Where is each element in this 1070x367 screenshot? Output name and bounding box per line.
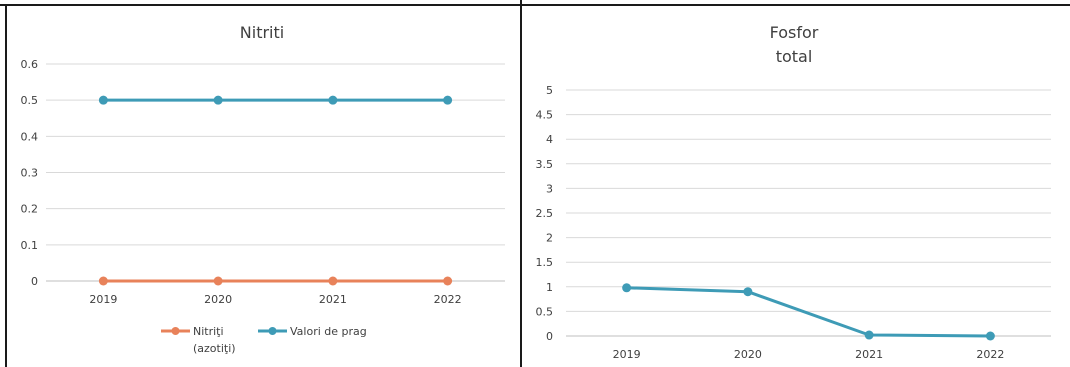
grid-lines	[566, 89, 1051, 337]
y-tick-label: 0.4	[21, 130, 39, 143]
data-point	[213, 276, 223, 286]
data-point	[98, 276, 108, 286]
y-tick-label: 2	[546, 232, 553, 245]
y-tick-label: 3.5	[536, 158, 554, 171]
y-tick-label: 4	[546, 133, 553, 146]
y-tick-label: 5	[546, 84, 553, 97]
data-point	[743, 287, 753, 297]
legend-label-valori: Valori de prag	[290, 325, 367, 338]
data-point	[328, 276, 338, 286]
x-tick-labels: 2019 2020 2021 2022	[89, 293, 461, 306]
legend: Nitriţi (azotiţi) Valori de prag	[161, 325, 367, 355]
series-lines	[622, 283, 995, 341]
data-point	[443, 95, 453, 105]
y-tick-label: 0.5	[536, 305, 554, 318]
data-point	[98, 95, 108, 105]
y-tick-label: 1.5	[536, 256, 554, 269]
legend-marker-nitriti	[171, 327, 180, 335]
data-point	[622, 283, 632, 293]
y-tick-label: 3	[546, 182, 553, 195]
y-tick-label: 0.2	[21, 203, 39, 216]
data-point	[328, 95, 338, 105]
y-tick-label: 4.5	[536, 109, 554, 122]
x-tick-label: 2021	[319, 293, 347, 306]
y-tick-label: 0.1	[21, 239, 39, 252]
grid-lines	[46, 63, 505, 282]
data-point	[985, 331, 995, 341]
chart-fosfor-total: Fosfor total 00.511.522.533.544.55 2019 2…	[536, 23, 1051, 361]
data-point	[864, 330, 874, 340]
chart-nitriti: Nitriti 0 0.1 0.2 0.3 0.4 0.5 0.6 2019 2020 2021…	[21, 23, 505, 355]
chart-title-line2: total	[776, 47, 813, 66]
data-point	[443, 276, 453, 286]
series-lines	[98, 95, 453, 286]
y-tick-labels: 0 0.1 0.2 0.3 0.4 0.5 0.6	[21, 58, 39, 288]
legend-marker-valori	[268, 327, 277, 335]
y-tick-label: 1	[546, 281, 553, 294]
y-tick-labels: 0 0.5 1 1.5 2 2.5 3 3.5 4 4.5 5	[536, 84, 554, 343]
y-tick-label: 0	[31, 275, 38, 288]
x-tick-labels: 2019 2020 2021 2022	[613, 348, 1005, 361]
y-tick-label: 0.6	[21, 58, 39, 71]
x-tick-label: 2019	[89, 293, 117, 306]
data-point	[213, 95, 223, 105]
x-tick-label: 2019	[613, 348, 641, 361]
chart-title: Nitriti	[240, 23, 284, 42]
legend-label-nitriti: Nitriţi	[193, 325, 224, 338]
y-tick-label: 2.5	[536, 207, 554, 220]
x-tick-label: 2020	[734, 348, 762, 361]
x-tick-label: 2021	[855, 348, 883, 361]
legend-label-nitriti-line2: (azotiţi)	[193, 342, 236, 355]
chart-title: Fosfor	[770, 23, 819, 42]
x-tick-label: 2020	[204, 293, 232, 306]
y-tick-label: 0	[546, 330, 553, 343]
x-tick-label: 2022	[976, 348, 1004, 361]
y-tick-label: 0.5	[21, 94, 39, 107]
series-line-0	[626, 286, 991, 338]
y-tick-label: 0.3	[21, 167, 39, 180]
x-tick-label: 2022	[434, 293, 462, 306]
